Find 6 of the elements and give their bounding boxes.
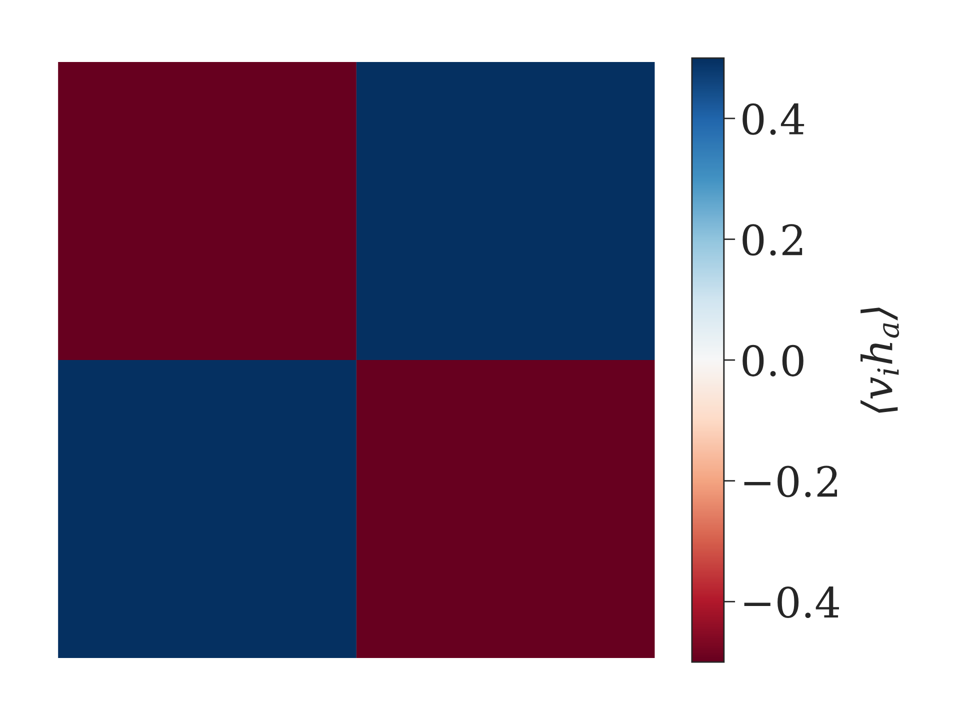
color-bar-title: ⟨v$_{i}$h$_{a}$⟩ [860,308,900,413]
color-bar-label: 0.0 [742,344,804,376]
color-bar-label: 0.2 [742,224,802,256]
color-bar-label: −0.4 [744,586,839,618]
color-bar-label: −0.2 [744,466,837,498]
color-bar-label: 0.4 [742,103,804,135]
